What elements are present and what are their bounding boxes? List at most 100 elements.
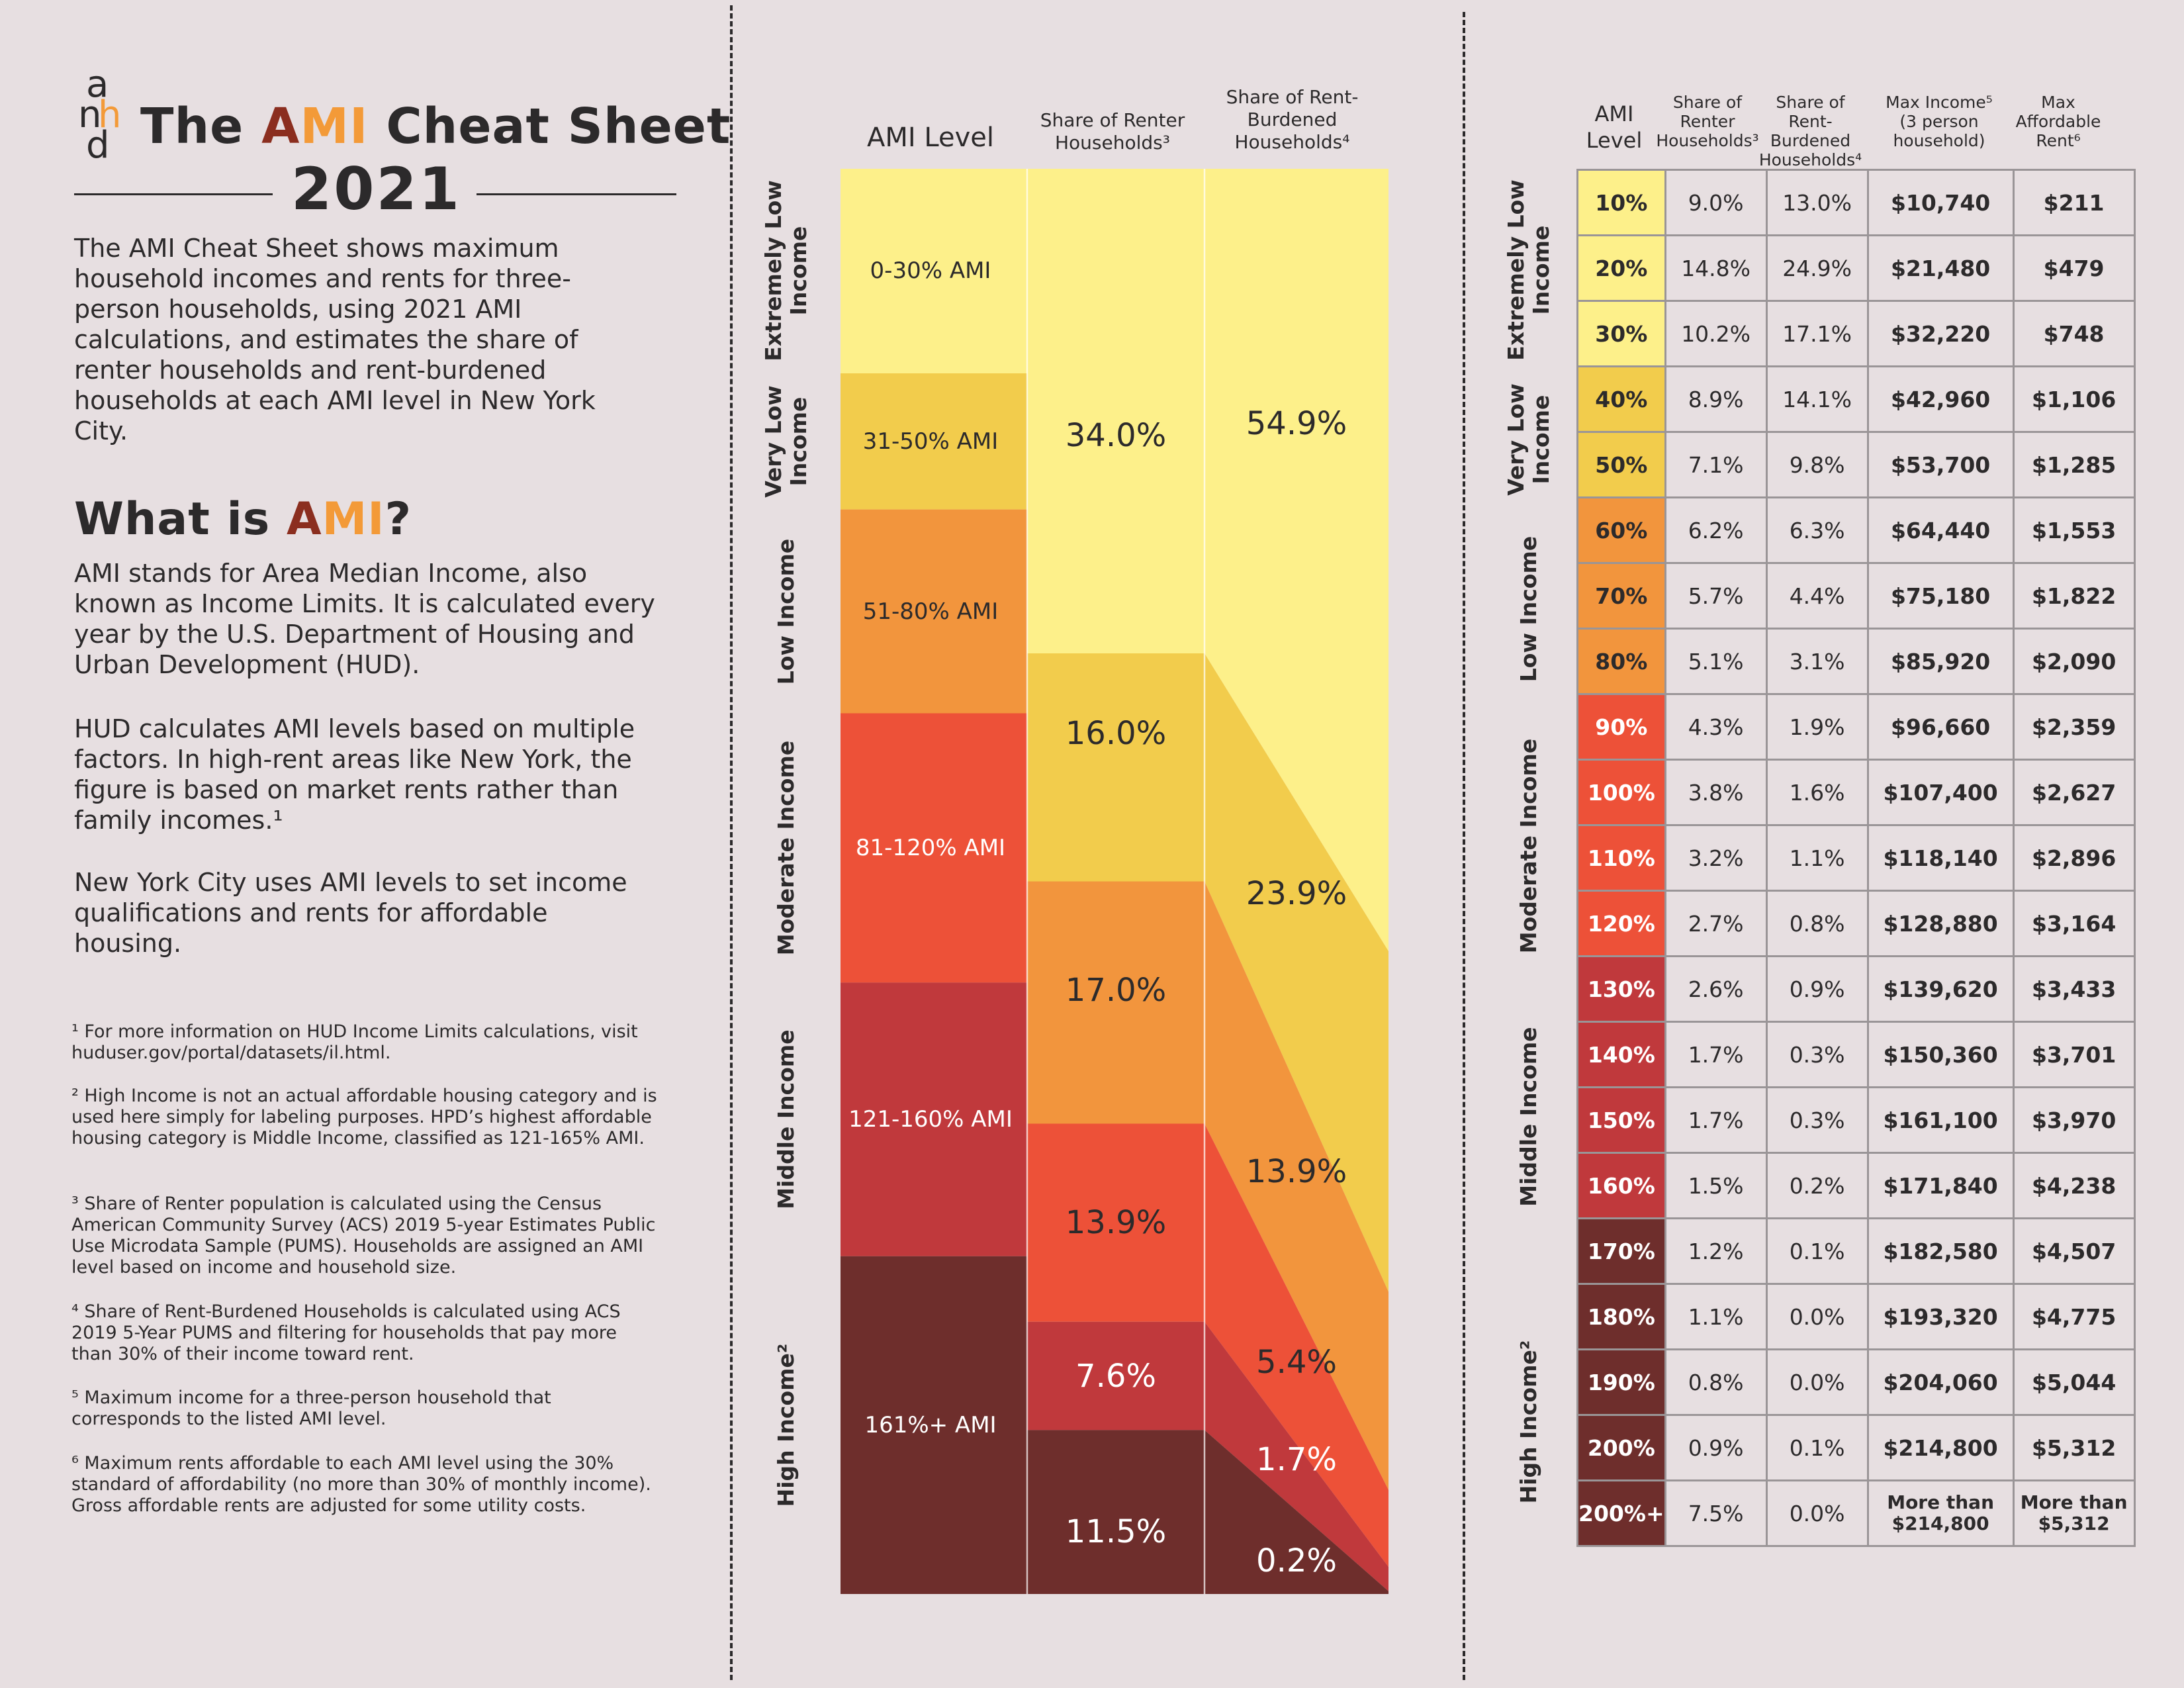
footnote-6: ⁶ Maximum rents affordable to each AMI l…: [71, 1453, 651, 1516]
burdened-share-label: 23.9%: [1246, 875, 1347, 912]
table-group-label-very-low: Very Low Income: [1503, 383, 1554, 496]
table-cell-rent: More than $5,312: [2012, 1479, 2136, 1547]
table-group-label-extremely-low: Extremely Low Income: [1503, 179, 1554, 361]
table-cell-renter: 9.0%: [1664, 169, 1768, 236]
table-cell-rent: $3,433: [2012, 955, 2136, 1023]
table-cell-income: $10,740: [1866, 169, 2015, 236]
table-cell-rent: $4,507: [2012, 1217, 2136, 1285]
table-header-renter: Share of Renter Households³: [1656, 93, 1759, 150]
table-cell-income: $128,880: [1866, 890, 2015, 957]
burdened-share-label: 54.9%: [1246, 405, 1347, 442]
table-cell-burdened: 0.0%: [1765, 1283, 1869, 1350]
year: 2021: [291, 155, 461, 223]
footnote-4: ⁴ Share of Rent-Burdened Households is c…: [71, 1301, 621, 1364]
table-cell-rent: $1,553: [2012, 496, 2136, 564]
chart-band-low: [841, 509, 1388, 1490]
title-ami-a: A: [261, 98, 300, 155]
section-title: What is AMI?: [74, 493, 412, 545]
renter-share-label: 7.6%: [1075, 1357, 1156, 1395]
title-ami-mi: MI: [300, 98, 369, 155]
chart-band-very-low: [841, 373, 1388, 1292]
table-cell-burdened: 0.3%: [1765, 1021, 1869, 1088]
table-cell-renter: 1.7%: [1664, 1021, 1768, 1088]
table-row: 70% 5.7% 4.4% $75,180 $1,822: [1576, 562, 2136, 630]
table-cell-burdened: 4.4%: [1765, 562, 1869, 630]
table-cell-rent: $2,359: [2012, 693, 2136, 761]
table-row: 140% 1.7% 0.3% $150,360 $3,701: [1576, 1021, 2136, 1088]
table-row: 190% 0.8% 0.0% $204,060 $5,044: [1576, 1348, 2136, 1416]
table-cell-renter: 5.7%: [1664, 562, 1768, 630]
table-cell-income: $161,100: [1866, 1086, 2015, 1154]
chart-band-high: [841, 1256, 1388, 1594]
table-cell-burdened: 13.0%: [1765, 169, 1869, 236]
table-row: 200% 0.9% 0.1% $214,800 $5,312: [1576, 1414, 2136, 1481]
burdened-share-label: 0.2%: [1256, 1542, 1337, 1579]
chart-group-label-moderate: Moderate Income: [773, 740, 799, 956]
footnote-2: ² High Income is not an actual affordabl…: [71, 1086, 657, 1149]
chart-header-renter: Share of Renter Households³: [1040, 109, 1185, 154]
table-cell-rent: $2,090: [2012, 628, 2136, 695]
table-cell-income: $204,060: [1866, 1348, 2015, 1416]
table-cell-level: 150%: [1576, 1086, 1666, 1154]
table-header-level: AMI Level: [1586, 101, 1643, 153]
table-row: 100% 3.8% 1.6% $107,400 $2,627: [1576, 759, 2136, 826]
renter-share-label: 13.9%: [1065, 1204, 1167, 1242]
chart-group-label-extremely-low: Extremely Low Income: [760, 180, 811, 362]
table-row: 160% 1.5% 0.2% $171,840 $4,238: [1576, 1152, 2136, 1219]
table-row: 30% 10.2% 17.1% $32,220 $748: [1576, 300, 2136, 367]
table-row: 120% 2.7% 0.8% $128,880 $3,164: [1576, 890, 2136, 957]
table-row: 130% 2.6% 0.9% $139,620 $3,433: [1576, 955, 2136, 1023]
table-cell-rent: $2,627: [2012, 759, 2136, 826]
level-label-middle: 121-160% AMI: [848, 1106, 1013, 1133]
table-row: 50% 7.1% 9.8% $53,700 $1,285: [1576, 431, 2136, 498]
table-cell-renter: 8.9%: [1664, 365, 1768, 433]
table-cell-level: 110%: [1576, 824, 1666, 892]
table-cell-renter: 1.7%: [1664, 1086, 1768, 1154]
table-cell-level: 70%: [1576, 562, 1666, 630]
table-cell-income: $182,580: [1866, 1217, 2015, 1285]
table-cell-rent: $3,164: [2012, 890, 2136, 957]
logo-letter-a: a: [86, 63, 109, 106]
ami-paragraph-2: HUD calculates AMI levels based on multi…: [74, 714, 635, 835]
section-title-a: A: [286, 493, 322, 545]
table-cell-level: 200%+: [1576, 1479, 1666, 1547]
chart-header-burdened: Share of Rent-Burdened Households⁴: [1226, 86, 1359, 153]
table-cell-rent: $4,238: [2012, 1152, 2136, 1219]
table-cell-rent: $5,312: [2012, 1414, 2136, 1481]
burdened-share-label: 1.7%: [1256, 1441, 1337, 1478]
table-cell-rent: $3,970: [2012, 1086, 2136, 1154]
table-cell-renter: 6.2%: [1664, 496, 1768, 564]
table-cell-burdened: 0.3%: [1765, 1086, 1869, 1154]
table-cell-burdened: 0.9%: [1765, 955, 1869, 1023]
table-cell-income: $107,400: [1866, 759, 2015, 826]
table-row: 90% 4.3% 1.9% $96,660 $2,359: [1576, 693, 2136, 761]
renter-share-label: 16.0%: [1065, 714, 1167, 752]
table-group-label-moderate: Moderate Income: [1516, 738, 1541, 954]
table-cell-burdened: 3.1%: [1765, 628, 1869, 695]
title-suffix: Cheat Sheet: [368, 98, 731, 155]
table-cell-income: $139,620: [1866, 955, 2015, 1023]
table-row: 170% 1.2% 0.1% $182,580 $4,507: [1576, 1217, 2136, 1285]
table-cell-level: 160%: [1576, 1152, 1666, 1219]
table-cell-level: 190%: [1576, 1348, 1666, 1416]
level-label-moderate: 81-120% AMI: [855, 834, 1006, 861]
burdened-share-label: 13.9%: [1246, 1153, 1347, 1190]
table-group-label-high: High Income²: [1516, 1340, 1541, 1503]
table-header-income: Max Income⁵ (3 person household): [1886, 93, 1993, 150]
table-cell-renter: 2.7%: [1664, 890, 1768, 957]
table-cell-rent: $479: [2012, 234, 2136, 302]
section-title-mi: MI: [322, 493, 385, 545]
table-row: 200%+ 7.5% 0.0% More than $214,800 More than…: [1576, 1479, 2136, 1547]
table-cell-rent: $748: [2012, 300, 2136, 367]
renter-share-label: 17.0%: [1065, 972, 1167, 1009]
table-row: 110% 3.2% 1.1% $118,140 $2,896: [1576, 824, 2136, 892]
table-cell-rent: $1,822: [2012, 562, 2136, 630]
logo-letter-n: n: [78, 93, 102, 136]
table-cell-income: $118,140: [1866, 824, 2015, 892]
table-cell-burdened: 1.9%: [1765, 693, 1869, 761]
table-cell-level: 90%: [1576, 693, 1666, 761]
table-cell-income: More than $214,800: [1866, 1479, 2015, 1547]
table-cell-level: 100%: [1576, 759, 1666, 826]
table-cell-renter: 1.1%: [1664, 1283, 1768, 1350]
